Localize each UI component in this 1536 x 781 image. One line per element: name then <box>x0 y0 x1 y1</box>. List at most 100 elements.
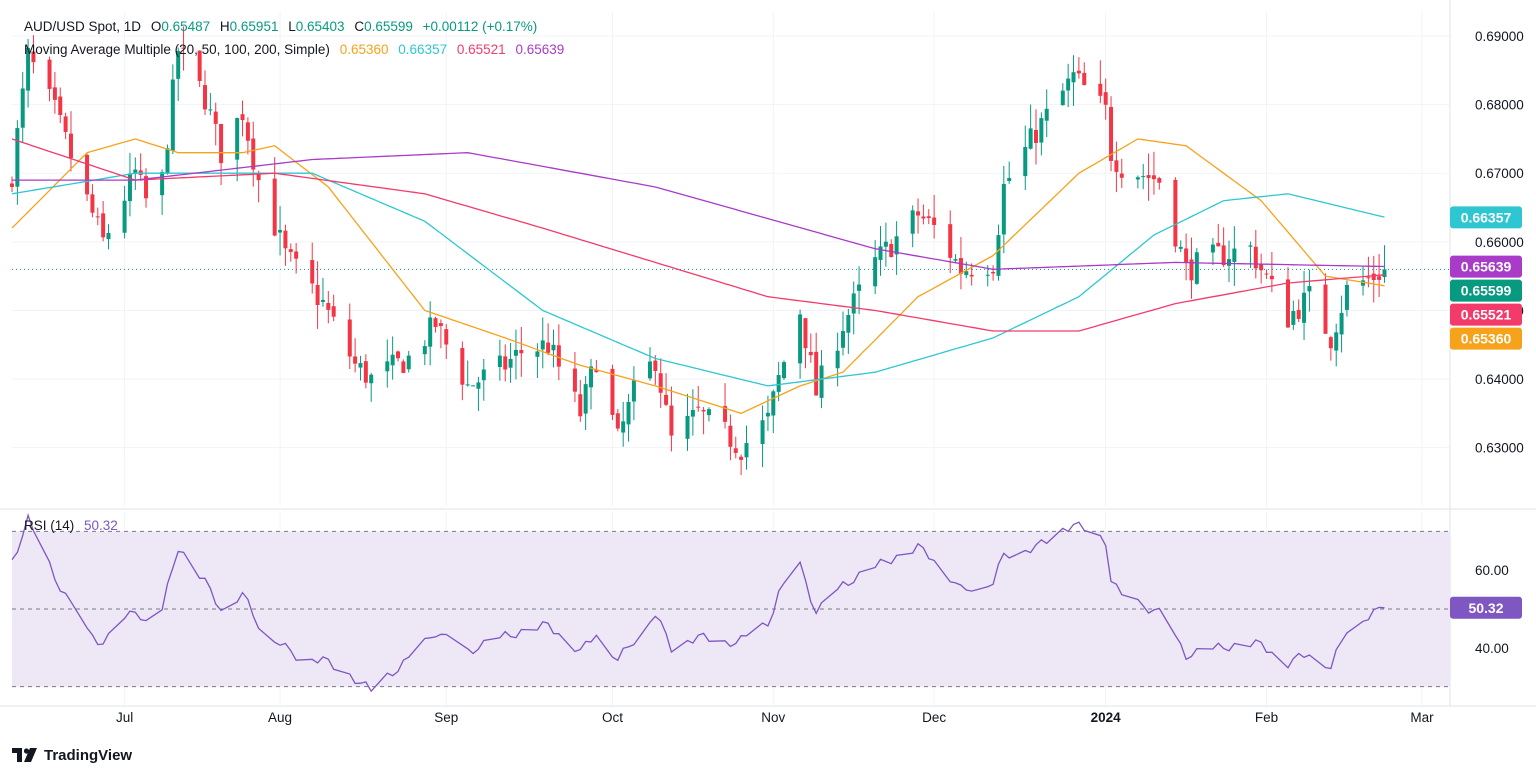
candle-body <box>433 318 438 328</box>
candle-body <box>1328 337 1333 349</box>
candle-body <box>589 366 594 388</box>
candle-body <box>1044 108 1049 121</box>
price-tick-label: 0.69000 <box>1475 29 1524 44</box>
tradingview-logo[interactable]: TradingView <box>12 744 132 766</box>
last-price-label: 0.65599 <box>1461 283 1512 299</box>
candle-body <box>197 50 202 81</box>
candle-body <box>985 274 990 276</box>
candle-body <box>396 351 401 359</box>
candle-body <box>1216 242 1221 247</box>
candle-body <box>723 406 728 422</box>
candle-body <box>1109 106 1114 161</box>
candle-body <box>948 224 953 258</box>
candle-body <box>857 284 862 291</box>
candle-body <box>578 394 583 417</box>
candle-body <box>1253 246 1258 269</box>
candle-body <box>1302 292 1307 323</box>
candle-body <box>798 314 803 364</box>
candle-body <box>878 246 883 260</box>
candle-body <box>315 284 320 306</box>
candle-body <box>170 79 175 151</box>
candle-body <box>546 342 551 353</box>
candle-body <box>165 148 170 173</box>
candle-body <box>1076 70 1081 74</box>
candle-body <box>278 229 283 233</box>
candle-body <box>1007 178 1012 181</box>
tradingview-brand: TradingView <box>44 746 133 764</box>
candle-body <box>1146 175 1151 179</box>
rsi-line <box>11 513 1385 693</box>
ma20-price-label: 0.65360 <box>1461 331 1512 347</box>
ma20-line <box>11 138 1385 415</box>
candle-body <box>1194 252 1199 284</box>
rsi-band-fill <box>12 531 1450 687</box>
ma20-value: 0.65360 <box>339 42 389 57</box>
candle-body <box>256 173 261 181</box>
candle-body <box>1291 311 1296 325</box>
candle-body <box>1184 248 1189 263</box>
candle-body <box>497 355 502 368</box>
candle-body <box>1114 160 1119 172</box>
high-label: H <box>219 19 230 34</box>
candle-body <box>701 409 706 412</box>
candle-body <box>219 123 224 164</box>
candle-body <box>15 128 20 187</box>
candle-body <box>160 172 165 196</box>
candle-body <box>369 374 374 384</box>
candle-body <box>572 368 577 392</box>
candle-body <box>503 356 508 370</box>
candle-body <box>513 349 518 356</box>
candle-body <box>706 409 711 416</box>
open-value: 0.65487 <box>161 19 211 34</box>
price-tick-label: 0.68000 <box>1475 98 1524 113</box>
candle-body <box>1103 92 1108 105</box>
candle-body <box>653 360 658 371</box>
candle-body <box>658 373 663 393</box>
candle-body <box>910 210 915 234</box>
candle-body <box>1339 312 1344 335</box>
candle-body <box>889 243 894 257</box>
candle-body <box>1210 244 1215 253</box>
candle-body <box>1023 146 1028 177</box>
price-legend: AUD/USD Spot, 1D O0.65487 H0.65951 L0.65… <box>24 19 537 34</box>
candle-body <box>20 88 25 128</box>
candle-body <box>127 173 132 202</box>
candle-body <box>58 96 63 116</box>
candle-body <box>95 216 100 218</box>
price-labels: 0.66357 0.65639 0.65599 0.65521 0.65360 50.32 <box>1450 206 1522 619</box>
candle-body <box>406 355 411 370</box>
price-tick-label: 0.63000 <box>1475 441 1524 456</box>
candle-body <box>894 236 899 255</box>
rsi-tick-label: 40.00 <box>1475 641 1509 656</box>
candle-body <box>133 169 138 174</box>
candle-body <box>10 183 14 187</box>
candle-body <box>508 358 513 368</box>
candle-body <box>556 345 561 367</box>
candle-body <box>460 347 465 385</box>
ma50-price-label: 0.66357 <box>1461 209 1512 225</box>
ma-label[interactable]: Moving Average Multiple (20, 50, 100, 20… <box>24 42 330 57</box>
candle-body <box>583 384 588 414</box>
candle-body <box>690 410 695 417</box>
close-label: C <box>354 19 365 34</box>
candle-body <box>1039 118 1044 143</box>
candle-body <box>438 323 443 327</box>
price-tick-label: 0.64000 <box>1475 372 1524 387</box>
candle-body <box>428 317 433 347</box>
ma100-line <box>11 138 1385 332</box>
candle-body <box>1248 245 1253 247</box>
candle-body <box>631 380 636 402</box>
candle-body <box>1173 179 1178 247</box>
candle-body <box>1221 245 1226 266</box>
time-tick-label: Sep <box>434 710 458 725</box>
rsi-label[interactable]: RSI (14) <box>24 518 75 533</box>
candle-body <box>1334 332 1339 351</box>
candle-body <box>883 241 888 247</box>
candle-body <box>835 350 840 369</box>
symbol-title[interactable]: AUD/USD Spot, 1D <box>24 19 142 34</box>
candle-body <box>969 274 974 277</box>
candle-body <box>1028 128 1033 149</box>
candle-body <box>1119 173 1124 178</box>
